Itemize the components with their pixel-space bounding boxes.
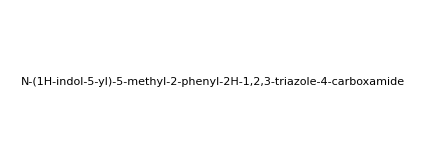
Text: N-(1H-indol-5-yl)-5-methyl-2-phenyl-2H-1,2,3-triazole-4-carboxamide: N-(1H-indol-5-yl)-5-methyl-2-phenyl-2H-1… — [21, 77, 405, 87]
